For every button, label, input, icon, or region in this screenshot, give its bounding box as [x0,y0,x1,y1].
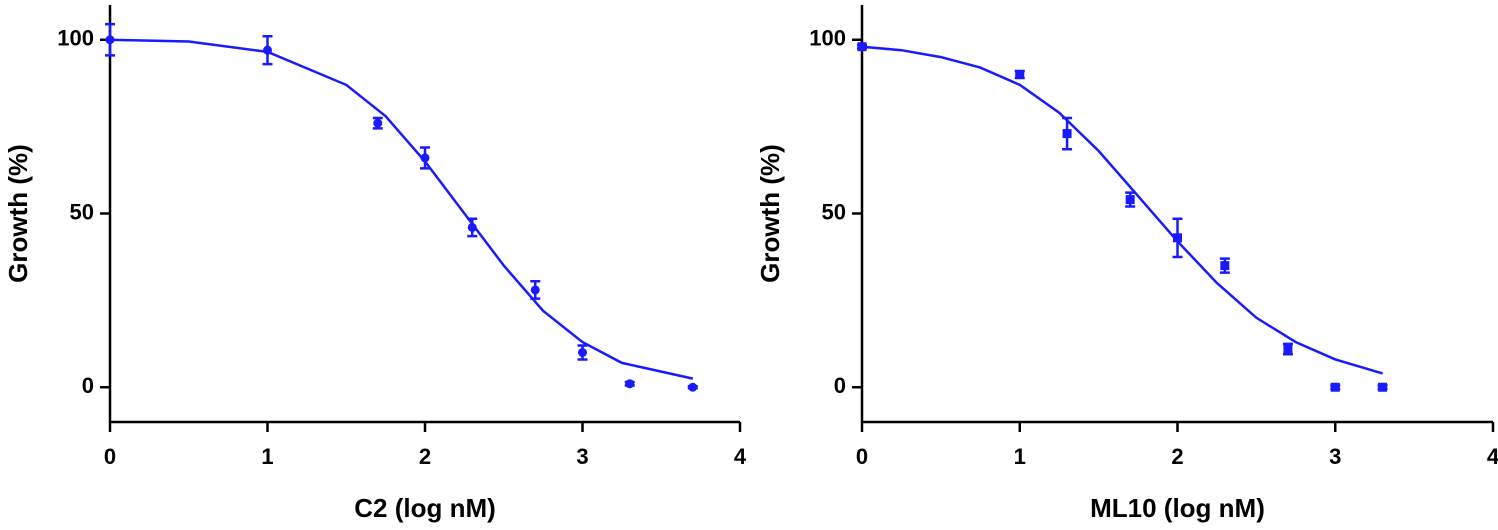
x-axis-label: C2 (log nM) [354,493,496,523]
data-point [530,285,540,295]
data-point [1062,129,1072,139]
data-point [857,42,867,52]
fit-curve [861,45,1383,375]
x-tick-label: 0 [104,444,116,469]
data-point [625,379,635,389]
data-point [1125,195,1135,205]
data-point [1378,382,1388,392]
y-tick-label: 100 [57,26,94,51]
y-tick-label: 50 [70,199,94,224]
x-tick-label: 1 [261,444,273,469]
data-point [467,222,477,232]
x-tick-label: 4 [734,444,747,469]
fit-curve [109,38,694,380]
data-point [578,348,587,357]
data-point [420,153,430,163]
y-tick-label: 0 [834,373,846,398]
x-tick-label: 3 [576,444,588,469]
x-tick-label: 2 [419,444,431,469]
x-tick-label: 1 [1014,444,1026,469]
data-point [1173,233,1182,243]
data-point [1283,344,1293,354]
data-point [263,45,272,55]
x-tick-label: 0 [856,444,868,469]
data-point [105,35,115,45]
data-point [1015,70,1025,79]
y-axis-label: Growth (%) [755,144,785,283]
data-point [373,118,383,128]
x-axis-label: ML10 (log nM) [1090,493,1265,523]
y-axis-label: Growth (%) [3,144,33,283]
x-tick-label: 4 [1487,444,1498,469]
chart: 0 1 2 3 4 0 50 100 ML10 (log nM) Growth (%) [755,5,1498,523]
y-tick-label: 50 [822,199,846,224]
chart: 0 1 2 3 4 0 50 100 C2 (log nM) Growth (%) [3,5,747,523]
x-tick-label: 2 [1171,444,1183,469]
y-tick-label: 0 [82,373,94,398]
y-tick-label: 100 [809,26,846,51]
data-point [1330,382,1340,392]
data-point [1220,261,1230,271]
x-tick-label: 3 [1329,444,1341,469]
data-point [688,382,698,392]
